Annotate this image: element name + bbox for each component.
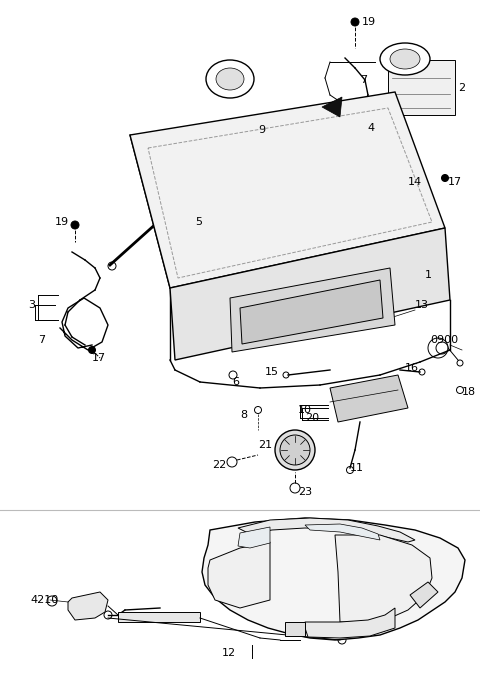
Circle shape — [254, 406, 262, 413]
Circle shape — [88, 346, 96, 353]
Text: 1: 1 — [425, 270, 432, 280]
Circle shape — [71, 221, 79, 229]
Polygon shape — [238, 527, 270, 548]
Text: 17: 17 — [448, 177, 462, 187]
Polygon shape — [388, 60, 455, 115]
Text: 7: 7 — [38, 335, 45, 345]
Polygon shape — [130, 92, 445, 288]
Circle shape — [227, 457, 237, 467]
Circle shape — [347, 466, 353, 473]
Circle shape — [283, 372, 289, 378]
Text: 5: 5 — [195, 217, 202, 227]
Ellipse shape — [380, 43, 430, 75]
Text: 3: 3 — [28, 300, 35, 310]
Text: 22: 22 — [212, 460, 226, 470]
Text: 2: 2 — [458, 83, 465, 93]
Text: 4: 4 — [367, 123, 374, 133]
Polygon shape — [305, 608, 395, 638]
Polygon shape — [240, 280, 383, 344]
Polygon shape — [118, 612, 200, 622]
Text: 9: 9 — [258, 125, 265, 135]
Circle shape — [436, 342, 448, 354]
Polygon shape — [335, 535, 432, 622]
Text: 4210: 4210 — [30, 595, 58, 605]
Polygon shape — [230, 268, 395, 352]
Text: 11: 11 — [350, 463, 364, 473]
Polygon shape — [285, 622, 305, 636]
Text: 12: 12 — [222, 648, 236, 658]
Ellipse shape — [390, 49, 420, 69]
Text: 7: 7 — [360, 75, 367, 85]
Ellipse shape — [206, 60, 254, 98]
Circle shape — [305, 310, 315, 320]
Text: 6: 6 — [232, 377, 239, 387]
Text: 16: 16 — [405, 363, 419, 373]
Text: 20: 20 — [305, 413, 319, 423]
Circle shape — [302, 307, 318, 323]
Polygon shape — [68, 592, 108, 620]
Text: 17: 17 — [92, 353, 106, 363]
Text: 14: 14 — [408, 177, 422, 187]
Text: 19: 19 — [362, 17, 376, 27]
Circle shape — [108, 262, 116, 270]
Circle shape — [74, 600, 86, 612]
Polygon shape — [202, 518, 465, 640]
Circle shape — [185, 188, 195, 198]
Circle shape — [457, 360, 463, 366]
Polygon shape — [238, 518, 415, 542]
Polygon shape — [305, 524, 380, 540]
Text: 8: 8 — [240, 410, 247, 420]
Circle shape — [229, 371, 237, 379]
Circle shape — [47, 596, 57, 606]
Polygon shape — [170, 228, 450, 360]
Circle shape — [290, 483, 300, 493]
Polygon shape — [322, 97, 342, 117]
Polygon shape — [330, 375, 408, 422]
Circle shape — [262, 126, 268, 134]
Polygon shape — [410, 582, 438, 608]
Circle shape — [456, 387, 464, 394]
Polygon shape — [208, 542, 270, 608]
Circle shape — [280, 435, 310, 465]
Circle shape — [275, 430, 315, 470]
Circle shape — [442, 174, 448, 181]
Text: 13: 13 — [415, 300, 429, 310]
Text: 10: 10 — [298, 405, 312, 415]
Circle shape — [338, 636, 346, 644]
Circle shape — [351, 18, 359, 26]
Circle shape — [386, 174, 394, 182]
Text: 23: 23 — [298, 487, 312, 497]
Text: 19: 19 — [55, 217, 69, 227]
Text: 18: 18 — [462, 387, 476, 397]
Circle shape — [428, 338, 448, 358]
Text: 15: 15 — [265, 367, 279, 377]
Text: 21: 21 — [258, 440, 272, 450]
Circle shape — [104, 611, 112, 619]
Ellipse shape — [216, 68, 244, 90]
Circle shape — [419, 369, 425, 375]
Text: 0900: 0900 — [430, 335, 458, 345]
